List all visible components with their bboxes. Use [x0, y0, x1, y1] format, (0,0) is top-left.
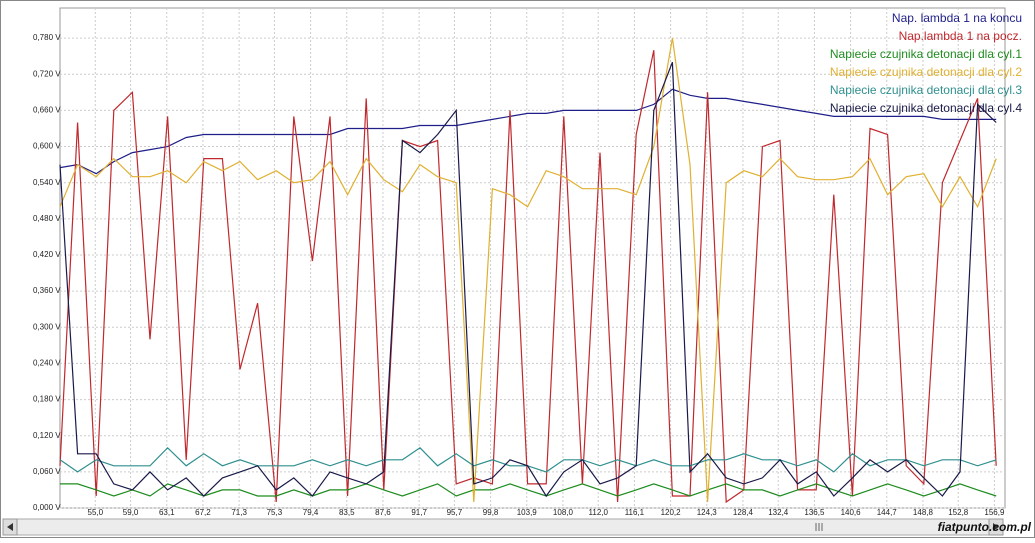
x-tick-label: 55,0	[88, 508, 104, 517]
series-line	[60, 483, 997, 497]
x-tick-label: 59,0	[123, 508, 139, 517]
y-tick-label: 0,540 V	[33, 178, 61, 187]
y-tick-label: 0,420 V	[33, 250, 61, 259]
x-tick-label: 116,1	[625, 508, 645, 517]
x-tick-label: 91,7	[411, 508, 427, 517]
y-tick-label: 0,480 V	[33, 214, 61, 223]
scroll-grip	[815, 523, 823, 531]
x-tick-label: 136,5	[804, 508, 825, 517]
legend-entry: Nap. lambda 1 na koncu	[892, 11, 1022, 25]
x-tick-label: 120,2	[661, 508, 682, 517]
x-tick-label: 156,9	[984, 508, 1005, 517]
y-tick-label: 0,660 V	[33, 106, 61, 115]
series-line	[59, 88, 997, 175]
x-tick-label: 152,8	[948, 508, 969, 517]
scrollbar[interactable]	[2, 518, 1004, 536]
legend-entry: Napiecie czujnika detonacji dla cyl.3	[830, 83, 1022, 97]
y-tick-label: 0,360 V	[33, 286, 61, 295]
legend-entry: Napiecie czujnika detonacji dla cyl.2	[830, 65, 1022, 79]
legend-entry: Napiecie czujnika detonacji dla cyl.4	[830, 101, 1022, 115]
x-tick-label: 148,8	[913, 508, 934, 517]
y-tick-label: 0,180 V	[33, 395, 61, 404]
x-tick-label: 63,1	[159, 508, 175, 517]
x-tick-label: 95,7	[447, 508, 463, 517]
x-tick-label: 71,3	[231, 508, 247, 517]
y-tick-label: 0,720 V	[33, 69, 61, 78]
x-tick-label: 112,0	[589, 508, 609, 517]
x-tick-label: 83,5	[339, 508, 355, 517]
x-tick-label: 124,3	[697, 508, 718, 517]
legend-entry: Napiecie czujnika detonacji dla cyl.1	[830, 47, 1022, 61]
legend-entry: Nap.lambda 1 na pocz.	[899, 29, 1022, 43]
x-tick-label: 99,8	[483, 508, 499, 517]
x-tick-label: 140,6	[841, 508, 862, 517]
arrow-icon	[7, 523, 13, 531]
series-line	[59, 37, 997, 503]
watermark: fiatpunto.com.pl	[938, 520, 1032, 534]
x-tick-label: 128,4	[733, 508, 754, 517]
series-line	[59, 61, 997, 498]
x-tick-label: 103,9	[517, 508, 538, 517]
x-tick-label: 75,3	[267, 508, 283, 517]
x-tick-label: 132,4	[768, 508, 789, 517]
y-tick-label: 0,120 V	[33, 431, 61, 440]
x-tick-label: 108,0	[553, 508, 574, 517]
y-tick-label: 0,300 V	[33, 322, 61, 331]
y-tick-label: 0,000 V	[33, 503, 61, 512]
x-tick-label: 87,6	[375, 508, 391, 517]
series-line	[59, 50, 997, 504]
x-tick-label: 144,7	[877, 508, 898, 517]
arrow-icon	[993, 523, 999, 531]
x-tick-label: 79,4	[303, 508, 319, 517]
y-tick-label: 0,600 V	[33, 142, 61, 151]
y-tick-label: 0,060 V	[33, 467, 61, 476]
x-tick-label: 67,2	[195, 508, 211, 517]
y-tick-label: 0,780 V	[33, 33, 61, 42]
y-tick-label: 0,240 V	[33, 359, 61, 368]
plot-area: 0,000 V 0,060 V 0,120 V 0,180 V 0,240 V 0,300…	[33, 7, 1006, 517]
